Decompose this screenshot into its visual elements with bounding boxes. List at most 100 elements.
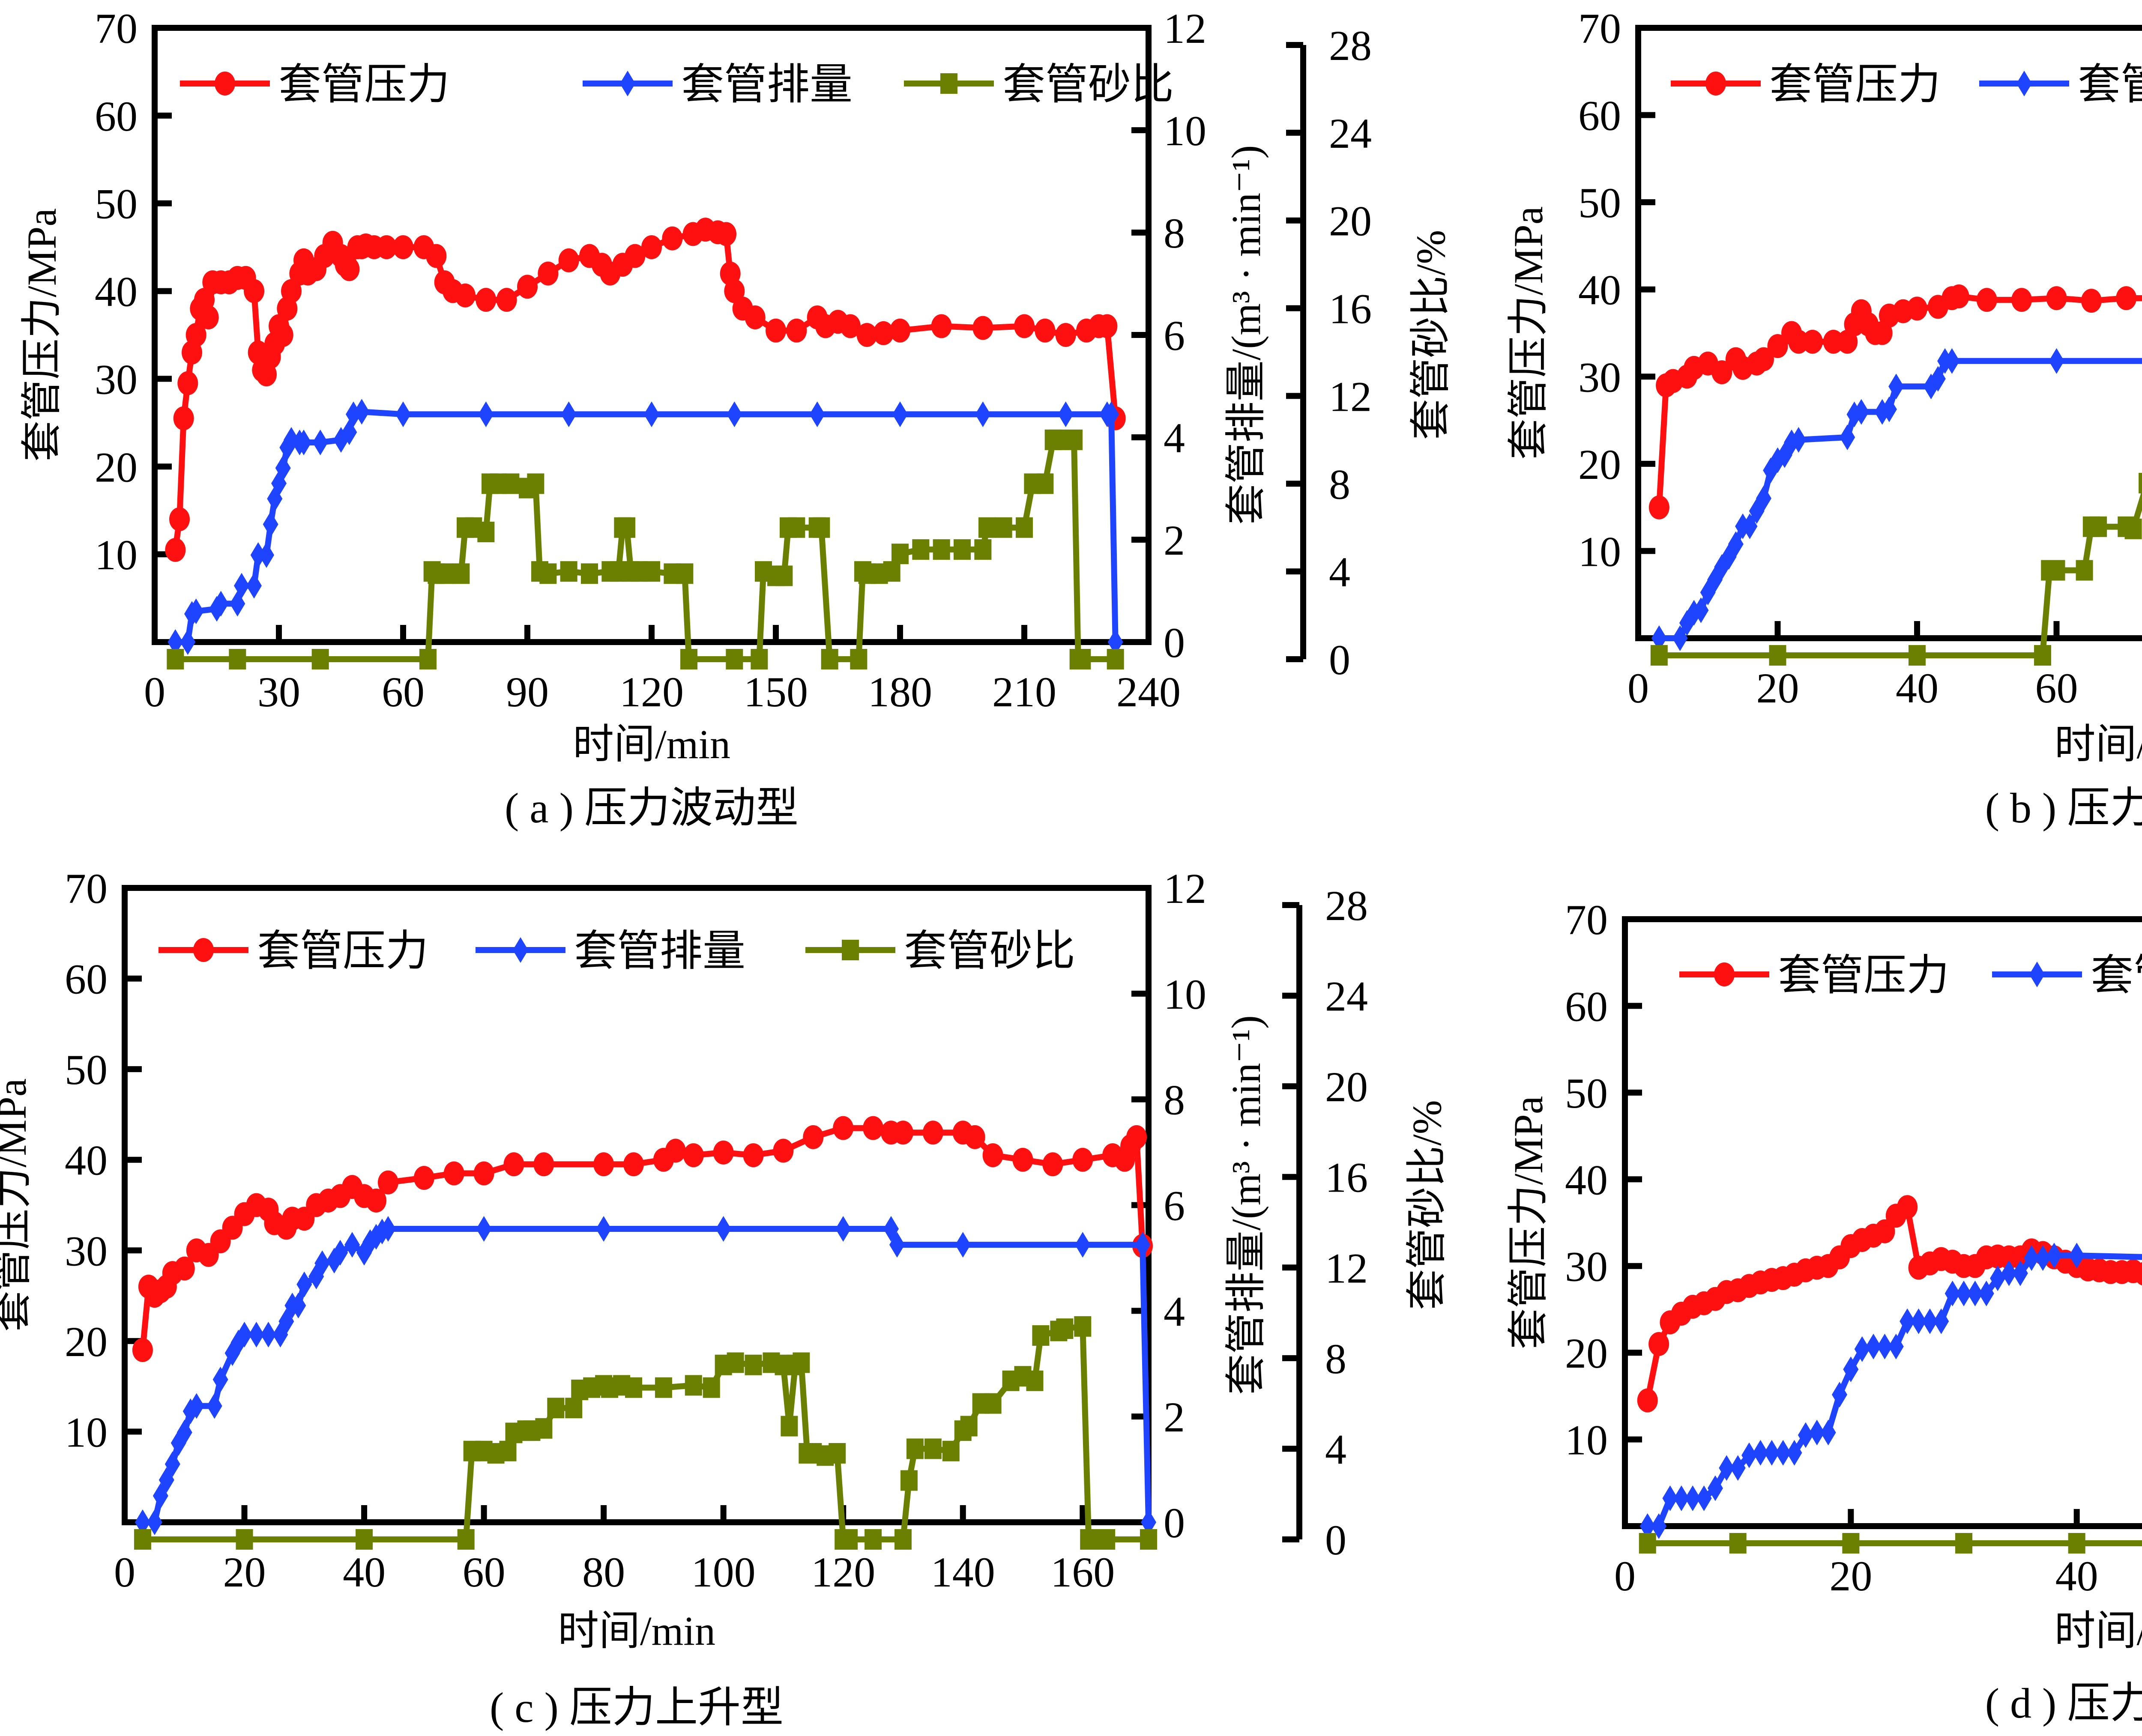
legend-marker-icon (513, 937, 528, 963)
legend-item: 套管压力 (1671, 61, 1941, 108)
data-point (727, 401, 742, 427)
x-axis-title: 时间/min (2054, 1608, 2142, 1654)
data-point (1049, 429, 1066, 450)
data-point (960, 1416, 978, 1437)
y-left-tick-label: 30 (1578, 353, 1621, 401)
data-point (625, 1377, 643, 1398)
series-rate (1639, 1243, 2142, 1539)
x-tick-label: 90 (506, 668, 549, 716)
data-point (593, 1152, 614, 1177)
data-point (547, 1398, 565, 1419)
data-point (263, 511, 278, 538)
y-right1-tick-label: 12 (1164, 865, 1206, 912)
y-right1-tick-label: 0 (1164, 619, 1185, 666)
data-point (153, 1483, 168, 1509)
data-point (1955, 1533, 1972, 1554)
data-point (984, 1393, 1002, 1414)
data-point (188, 1393, 204, 1419)
legend-marker-icon (2029, 962, 2045, 987)
data-point (2134, 1262, 2142, 1286)
data-point (1888, 1333, 1904, 1360)
data-point (623, 1152, 644, 1177)
data-point (1711, 360, 1732, 385)
legend-marker-icon (940, 73, 957, 94)
data-point (1900, 1308, 1915, 1334)
y-right2-tick-label: 24 (1329, 110, 1372, 157)
data-point (565, 1398, 583, 1419)
data-point (236, 1321, 252, 1348)
data-point (1798, 1422, 1813, 1448)
data-point (1728, 531, 1744, 557)
data-point (2048, 560, 2065, 581)
data-point (1696, 1485, 1712, 1512)
y-right2-tick-label: 8 (1329, 460, 1350, 508)
y-left-tick-label: 20 (95, 443, 138, 491)
y-right1-tick-label: 6 (1164, 312, 1185, 359)
data-point (1881, 396, 1897, 422)
data-point (982, 1143, 1003, 1168)
data-point (535, 1418, 553, 1439)
data-point (1888, 373, 1904, 400)
y-left-tick-label: 60 (95, 93, 138, 140)
y-right2-tick-label: 12 (1325, 1244, 1368, 1292)
data-point (1874, 1219, 1895, 1243)
data-point (1791, 427, 1807, 453)
data-point (975, 401, 991, 427)
data-point (278, 1309, 294, 1335)
y-left-tick-label: 70 (1565, 896, 1608, 944)
data-point (1650, 645, 1668, 666)
data-point (889, 1232, 905, 1258)
y-left-tick-label: 40 (95, 268, 138, 316)
data-point (1843, 1356, 1859, 1382)
x-tick-label: 210 (992, 668, 1056, 716)
y-right1-tick-label: 10 (1164, 107, 1206, 155)
y-left-tick-label: 60 (1578, 92, 1621, 140)
data-point (173, 406, 194, 430)
legend-marker-icon (620, 71, 635, 96)
chart-panel-c: 0 20 40 60 80 100 120 140 1601020304050607002468… (0, 865, 1450, 1731)
data-point (314, 1250, 330, 1276)
data-point (892, 1120, 913, 1145)
data-point (2081, 289, 2102, 313)
x-tick-label: 60 (463, 1548, 506, 1596)
data-point (1906, 296, 1927, 321)
legend-label: 套管压力 (278, 61, 450, 108)
series-pressure (132, 1116, 1153, 1363)
data-point (821, 649, 838, 669)
data-point (724, 279, 745, 303)
data-point (2011, 288, 2032, 312)
data-point (1767, 334, 1788, 359)
data-point (1742, 513, 1758, 539)
data-point (354, 399, 370, 425)
data-point (1107, 649, 1124, 669)
data-point (344, 1232, 360, 1258)
data-point (2046, 286, 2067, 311)
data-point (1098, 1529, 1116, 1550)
data-point (596, 1216, 612, 1242)
data-point (165, 1451, 180, 1477)
data-point (476, 1216, 492, 1242)
legend-item: 套管砂比 (904, 61, 1174, 108)
data-point (168, 629, 183, 655)
data-point (890, 318, 910, 343)
plot-frame (152, 25, 1152, 645)
data-point (1948, 284, 1969, 308)
data-point (212, 1366, 228, 1392)
data-point (1978, 1280, 1994, 1306)
y-left-tick-label: 30 (65, 1227, 108, 1275)
data-point (727, 1352, 744, 1373)
data-point (1026, 1370, 1044, 1391)
y-right1-tick-label: 2 (1164, 1393, 1185, 1441)
data-point (198, 305, 219, 330)
panel-caption: ( b ) 压力平稳型 (1985, 784, 2142, 832)
x-axis-title: 时间/min (2054, 721, 2142, 767)
data-point (1756, 485, 1771, 511)
data-point (883, 561, 900, 582)
data-point (644, 401, 659, 427)
data-point (561, 401, 577, 427)
data-point (942, 1440, 960, 1461)
data-point (900, 1470, 918, 1491)
data-point (841, 1529, 858, 1550)
data-point (533, 1152, 554, 1177)
